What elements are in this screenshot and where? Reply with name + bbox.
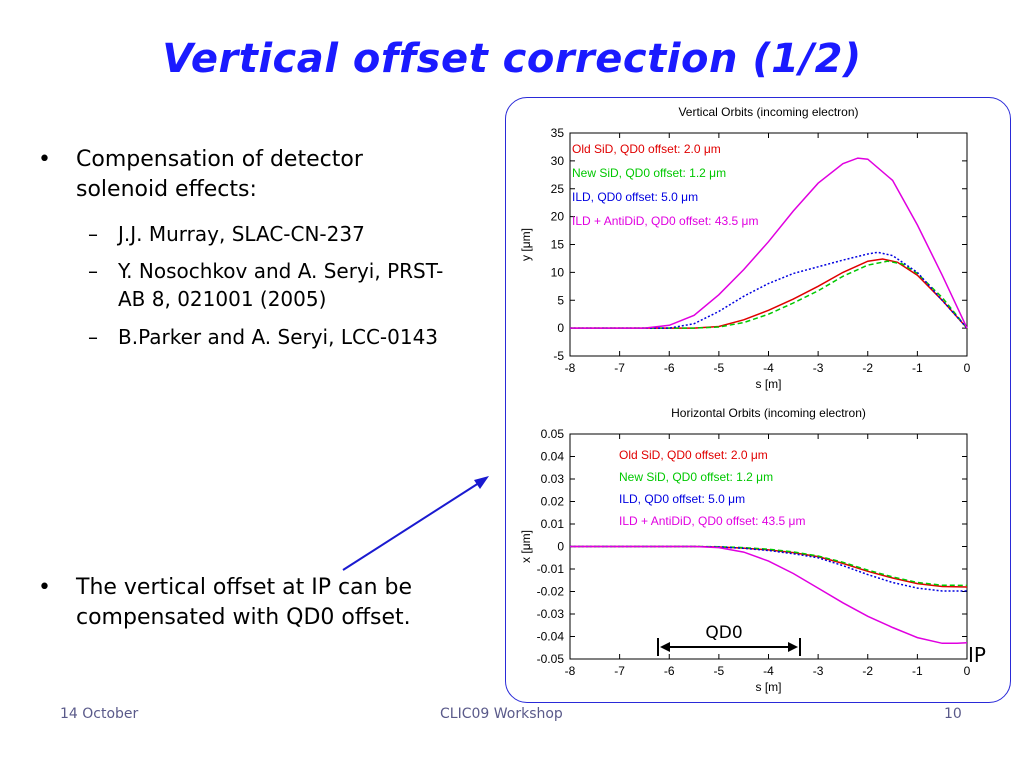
- chart-title: Horizontal Orbits (incoming electron): [671, 406, 866, 420]
- legend-entry: ILD, QD0 offset: 5.0 μm: [572, 190, 698, 204]
- sub-mark: –: [88, 222, 98, 246]
- y-axis-label: x [μm]: [519, 530, 533, 563]
- x-tick-label: -3: [813, 361, 824, 375]
- series-line: [570, 251, 968, 329]
- vertical-orbits-chart: -8 -7 -6 -5 -4 -3 -2 -1 0 -5 0 5 10 15 20 25 30 35 Vertica…: [519, 105, 971, 391]
- horizontal-orbits-chart: -8 -7 -6 -5 -4 -3 -2 -1 0 -0.05 -0.04 -0.03 -0.02 -0.…: [519, 406, 971, 694]
- y-tick-label: -0.04: [537, 630, 565, 644]
- y-tick-label: -0.03: [537, 607, 565, 621]
- x-tick-label: -7: [614, 361, 625, 375]
- reference-nosochkov: – Y. Nosochkov and A. Seryi, PRST-AB 8, …: [88, 257, 458, 313]
- legend-entry: ILD + AntiDiD, QD0 offset: 43.5 μm: [619, 514, 805, 528]
- series-line: [570, 545, 968, 645]
- y-axis-label: y [μm]: [519, 228, 533, 261]
- x-tick-label: -2: [862, 664, 873, 678]
- legend-entry: Old SiD, QD0 offset: 2.0 μm: [619, 448, 768, 462]
- reference-text: B.Parker and A. Seryi, LCC-0143: [118, 325, 439, 349]
- x-tick-label: -6: [664, 664, 675, 678]
- x-tick-label: -6: [664, 361, 675, 375]
- slide-title: Vertical offset correction (1/2): [162, 36, 862, 82]
- qd0-label: QD0: [705, 623, 742, 643]
- bullet-qd0-offset: • The vertical offset at IP can be compe…: [38, 573, 476, 633]
- x-tick-label: -1: [912, 361, 923, 375]
- qd0-arrow-right: [788, 642, 798, 652]
- bullet-mark: •: [38, 575, 51, 600]
- footer-event: CLIC09 Workshop: [440, 706, 563, 722]
- x-axis-label: s [m]: [756, 377, 782, 391]
- y-tick-label: 0.02: [541, 495, 565, 509]
- legend-entry: ILD + AntiDiD, QD0 offset: 43.5 μm: [572, 214, 758, 228]
- x-axis-label: s [m]: [756, 680, 782, 694]
- series-line: [570, 545, 968, 588]
- series-line: [570, 260, 968, 329]
- y-tick-label: 0.05: [541, 427, 565, 441]
- pointer-arrow-head: [474, 476, 489, 489]
- footer-page-number: 10: [944, 706, 962, 722]
- x-tick-label: -7: [614, 664, 625, 678]
- y-tick-label: 25: [551, 182, 565, 196]
- chart-title: Vertical Orbits (incoming electron): [678, 105, 858, 119]
- y-tick-label: 20: [551, 210, 565, 224]
- x-tick-label: 0: [964, 664, 971, 678]
- bullet-solenoid: • Compensation of detector solenoid effe…: [38, 145, 456, 205]
- ip-label: IP: [968, 643, 986, 667]
- y-tick-label: 0.03: [541, 472, 565, 486]
- series-line: [570, 545, 967, 592]
- legend-entry: New SiD, QD0 offset: 1.2 μm: [619, 470, 773, 484]
- x-tick-label: -2: [862, 361, 873, 375]
- x-tick-label: -5: [714, 664, 725, 678]
- y-tick-label: -0.01: [537, 562, 565, 576]
- y-tick-label: -0.05: [537, 652, 565, 666]
- bullet-mark: •: [38, 147, 51, 172]
- footer-date: 14 October: [60, 706, 139, 722]
- y-tick-label: 0.01: [541, 517, 565, 531]
- series-line: [570, 545, 968, 587]
- y-tick-label: 5: [557, 293, 564, 307]
- sub-mark: –: [88, 259, 98, 283]
- y-tick-label: 0.04: [541, 450, 565, 464]
- x-tick-label: -8: [565, 361, 576, 375]
- sub-mark: –: [88, 325, 98, 349]
- figure-panel: [505, 97, 1011, 703]
- series-line: [570, 258, 968, 329]
- x-tick-label: -1: [912, 664, 923, 678]
- reference-text: Y. Nosochkov and A. Seryi, PRST-AB 8, 02…: [118, 259, 444, 311]
- pointer-arrow-line: [342, 480, 483, 571]
- y-tick-label: 15: [551, 238, 565, 252]
- x-tick-label: 0: [964, 361, 971, 375]
- bullet-text: The vertical offset at IP can be compens…: [76, 575, 413, 630]
- x-tick-label: -4: [763, 361, 774, 375]
- bullet-text: Compensation of detector solenoid effect…: [76, 147, 363, 202]
- y-tick-label: 0: [557, 321, 564, 335]
- y-tick-label: 35: [551, 126, 565, 140]
- x-tick-label: -3: [813, 664, 824, 678]
- reference-murray: – J.J. Murray, SLAC-CN-237: [88, 220, 458, 248]
- legend-entry: ILD, QD0 offset: 5.0 μm: [619, 492, 745, 506]
- reference-text: J.J. Murray, SLAC-CN-237: [118, 222, 365, 246]
- series-line: [570, 157, 968, 329]
- x-tick-label: -5: [714, 361, 725, 375]
- reference-parker: – B.Parker and A. Seryi, LCC-0143: [88, 323, 458, 351]
- y-tick-label: 0: [557, 540, 564, 554]
- x-tick-label: -4: [763, 664, 774, 678]
- x-tick-label: -8: [565, 664, 576, 678]
- y-tick-label: -0.02: [537, 585, 565, 599]
- legend-entry: Old SiD, QD0 offset: 2.0 μm: [572, 142, 721, 156]
- qd0-arrow-left: [660, 642, 670, 652]
- annotations: QD0 IP: [342, 476, 986, 667]
- y-tick-label: 10: [551, 265, 565, 279]
- y-tick-label: -5: [553, 349, 564, 363]
- legend-entry: New SiD, QD0 offset: 1.2 μm: [572, 166, 726, 180]
- y-tick-label: 30: [551, 154, 565, 168]
